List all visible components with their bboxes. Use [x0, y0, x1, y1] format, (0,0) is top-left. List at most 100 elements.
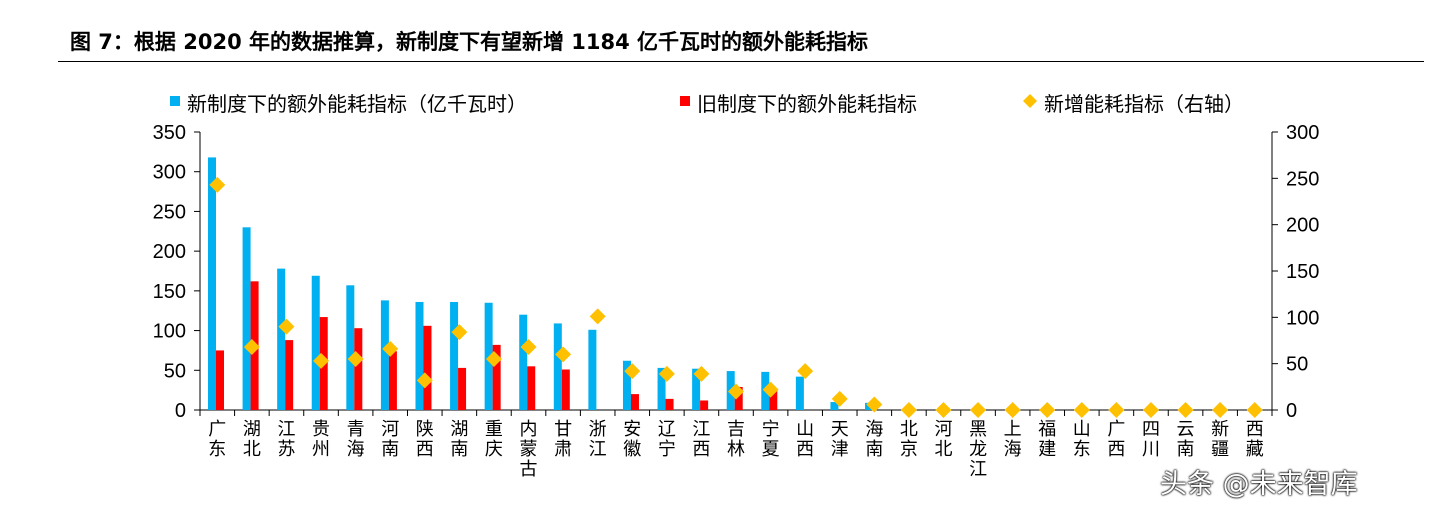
diamond-3	[313, 352, 330, 369]
diamond-12	[624, 363, 641, 380]
bar-new-9	[519, 314, 528, 410]
left-tick-label: 50	[164, 360, 186, 382]
right-tick-label: 200	[1286, 215, 1319, 237]
x-tick-label: 西藏	[1246, 419, 1264, 459]
diamond-30	[1246, 402, 1263, 418]
x-tick-label: 广西	[1107, 419, 1125, 459]
legend-label-old: 旧制度下的额外能耗指标	[697, 93, 917, 116]
x-tick-label: 重庆	[485, 419, 503, 459]
right-tick-label: 250	[1286, 168, 1319, 190]
chart-marks	[208, 157, 1263, 418]
diamond-0	[209, 176, 226, 193]
diamond-24	[1039, 402, 1056, 418]
x-tick-label: 新疆	[1211, 419, 1229, 459]
bar-old-9	[527, 366, 536, 410]
x-tick-label: 天津	[831, 419, 849, 459]
legend-label-added: 新增能耗指标（右轴）	[1044, 93, 1244, 116]
diamond-4	[347, 351, 364, 368]
diamond-2	[278, 318, 295, 335]
x-tick-label: 陕西	[416, 419, 434, 459]
diamond-10	[555, 346, 572, 363]
bar-new-17	[795, 376, 804, 410]
legend-swatch-old	[680, 96, 690, 106]
x-tick-label: 湖南	[450, 419, 468, 459]
x-tick-label: 福建	[1038, 419, 1056, 459]
diamond-19	[866, 396, 883, 413]
left-tick-label: 0	[175, 400, 186, 422]
bar-new-10	[553, 323, 562, 410]
bar-new-0	[208, 157, 216, 410]
diamond-5	[382, 340, 399, 357]
bar-old-12	[630, 394, 639, 410]
x-tick-label: 贵州	[312, 419, 330, 459]
x-tick-label: 青海	[347, 419, 365, 459]
right-tick-label: 50	[1286, 354, 1308, 376]
x-tick-label: 江苏	[277, 419, 295, 459]
diamond-11	[589, 308, 606, 325]
bar-new-5	[380, 300, 389, 410]
bar-old-7	[458, 367, 467, 410]
x-tick-label: 吉林	[727, 419, 745, 459]
bar-new-3	[311, 275, 320, 410]
diamond-1	[243, 338, 260, 355]
x-tick-label: 内蒙古	[520, 419, 538, 479]
left-tick-label: 350	[153, 122, 186, 144]
left-tick-label: 250	[153, 201, 186, 223]
diamond-6	[416, 372, 433, 389]
x-tick-label: 浙江	[589, 419, 607, 459]
x-tick-label: 宁夏	[762, 419, 780, 459]
diamond-15	[728, 383, 744, 400]
x-tick-label: 山东	[1073, 419, 1091, 459]
bar-old-16	[769, 388, 778, 410]
x-tick-label: 江西	[692, 419, 710, 459]
legend-swatch-added	[1023, 94, 1037, 108]
x-tick-label: 海南	[865, 419, 883, 459]
diamond-20	[900, 402, 917, 418]
diamond-7	[451, 324, 468, 341]
figure-title: 图 7：根据 2020 年的数据推算，新制度下有望新增 1184 亿千瓦时的额外…	[70, 30, 869, 54]
axes: 0 50 100 150 200 250 300 350 0 50 100 150 200 250 300 广…	[153, 122, 1320, 479]
bar-old-5	[388, 351, 397, 410]
bar-old-13	[665, 398, 674, 410]
diamond-25	[1073, 402, 1090, 418]
title-rule	[58, 60, 1424, 62]
right-tick-label: 100	[1286, 307, 1319, 329]
right-tick-label: 0	[1286, 400, 1297, 422]
bar-new-14	[692, 368, 701, 410]
bar-old-15	[734, 386, 743, 410]
diamond-8	[485, 351, 502, 368]
x-tick-label: 安徽	[623, 419, 641, 459]
left-tick-label: 150	[153, 281, 186, 303]
diamond-27	[1142, 402, 1159, 418]
left-tick-label: 200	[153, 241, 186, 263]
x-tick-label: 北京	[900, 419, 918, 459]
diamond-22	[970, 402, 987, 418]
right-tick-label: 300	[1286, 122, 1319, 144]
diamond-26	[1108, 402, 1125, 418]
diamond-29	[1212, 402, 1229, 418]
legend: 新制度下的额外能耗指标（亿千瓦时） 旧制度下的额外能耗指标 新增能耗指标（右轴）	[170, 93, 1244, 116]
diamond-23	[1004, 402, 1021, 418]
bar-old-0	[216, 350, 224, 410]
diamond-18	[831, 390, 848, 407]
bar-old-8	[492, 344, 501, 410]
bar-new-6	[415, 301, 424, 410]
bar-new-12	[622, 360, 631, 410]
bar-new-4	[346, 285, 355, 410]
diamond-13	[658, 365, 675, 382]
bar-old-6	[423, 325, 432, 410]
left-tick-label: 300	[153, 162, 186, 184]
diamond-17	[797, 363, 814, 380]
x-tick-label: 山西	[796, 419, 814, 459]
diamond-9	[520, 338, 537, 355]
left-tick-label: 100	[153, 321, 186, 343]
bar-new-11	[588, 329, 597, 410]
x-tick-label: 广东	[208, 419, 226, 459]
x-tick-label: 云南	[1177, 419, 1195, 459]
bar-new-13	[657, 367, 666, 410]
bar-new-18	[830, 402, 839, 410]
bar-old-4	[354, 328, 363, 410]
diamond-21	[935, 402, 952, 418]
x-tick-label: 河北	[934, 419, 952, 459]
